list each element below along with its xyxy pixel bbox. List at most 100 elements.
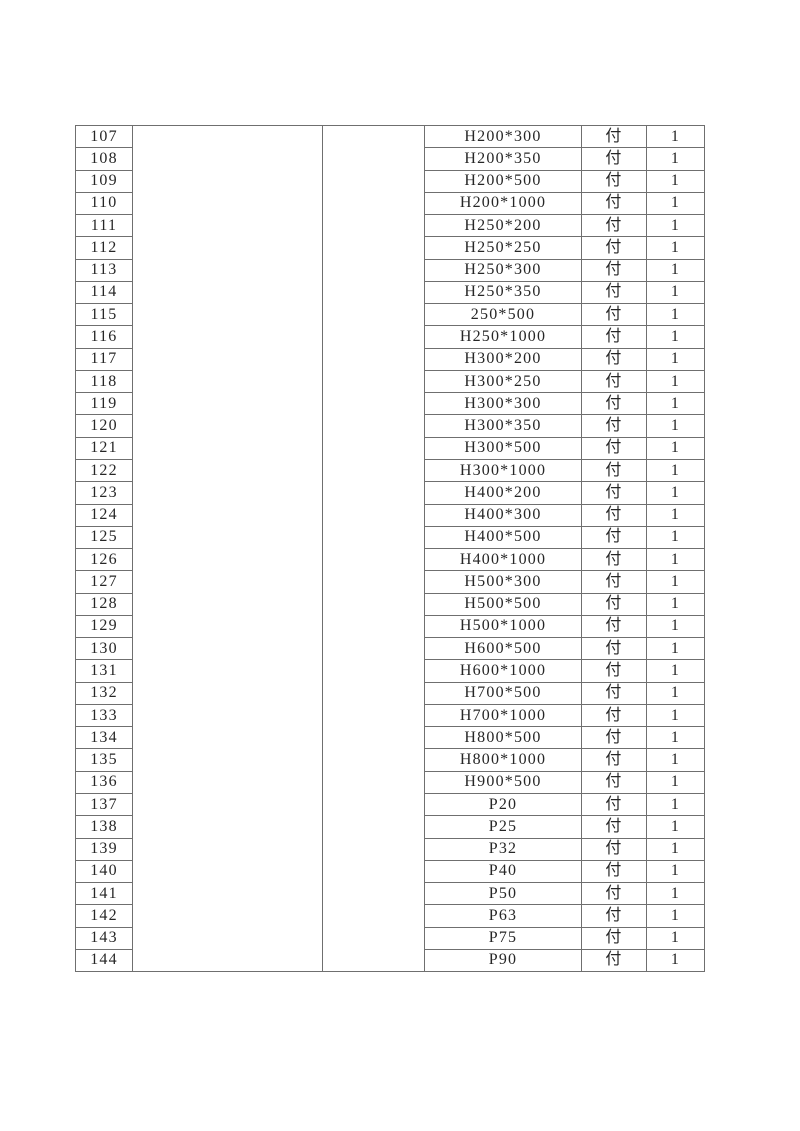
unit-cell: 付 (581, 614, 647, 639)
spec-cell: P25 (424, 815, 582, 839)
unit-cell: 付 (581, 347, 647, 371)
spec-cell: P32 (424, 837, 582, 861)
row-number-cell: 135 (75, 748, 133, 772)
qty-cell: 1 (646, 926, 705, 950)
unit-cell: 付 (581, 147, 647, 171)
row-number-cell: 143 (75, 926, 133, 950)
spec-cell: H250*200 (424, 214, 582, 238)
spec-cell: H250*300 (424, 258, 582, 282)
table-row: 126 H400*1000 付 1 (75, 548, 705, 572)
unit-cell: 付 (581, 414, 647, 438)
row-number-cell: 125 (75, 525, 133, 550)
parts-table-body: 107 H200*300 付 1 108 H200*350 付 1 109 H200*500 付 1 1… (75, 124, 705, 973)
table-row: 141 P50 付 1 (75, 882, 705, 906)
qty-cell: 1 (646, 414, 705, 438)
table-row: 139 P32 付 1 (75, 837, 705, 861)
row-number-cell: 113 (75, 258, 133, 282)
unit-cell: 付 (581, 525, 647, 550)
unit-cell: 付 (581, 882, 647, 906)
unit-cell: 付 (581, 859, 647, 884)
unit-cell: 付 (581, 280, 647, 305)
spec-cell: H250*350 (424, 280, 582, 305)
qty-cell: 1 (646, 392, 705, 416)
row-number-cell: 111 (75, 214, 133, 238)
spec-cell: P40 (424, 859, 582, 884)
qty-cell: 1 (646, 681, 705, 705)
unit-cell: 付 (581, 191, 647, 216)
row-number-cell: 133 (75, 703, 133, 728)
qty-cell: 1 (646, 882, 705, 906)
row-number-cell: 108 (75, 147, 133, 171)
row-number-cell: 134 (75, 726, 133, 750)
unit-cell: 付 (581, 815, 647, 839)
spec-cell: 250*500 (424, 303, 582, 327)
spec-cell: P90 (424, 948, 582, 973)
row-number-cell: 144 (75, 948, 133, 973)
table-row: 144 P90 付 1 (75, 948, 705, 973)
qty-cell: 1 (646, 637, 705, 661)
spec-cell: H300*350 (424, 414, 582, 438)
unit-cell: 付 (581, 548, 647, 572)
table-row: 119 H300*300 付 1 (75, 392, 705, 416)
table-row: 130 H600*500 付 1 (75, 637, 705, 661)
table-row: 131 H600*1000 付 1 (75, 659, 705, 683)
row-number-cell: 122 (75, 458, 133, 483)
unit-cell: 付 (581, 926, 647, 950)
qty-cell: 1 (646, 614, 705, 639)
table-row: 122 H300*1000 付 1 (75, 458, 705, 483)
spec-cell: H300*500 (424, 436, 582, 460)
spec-cell: H600*1000 (424, 659, 582, 683)
merged-model-cell (322, 124, 425, 973)
unit-cell: 付 (581, 726, 647, 750)
unit-cell: 付 (581, 792, 647, 817)
qty-cell: 1 (646, 948, 705, 973)
qty-cell: 1 (646, 124, 705, 149)
unit-cell: 付 (581, 236, 647, 260)
row-number-cell: 112 (75, 236, 133, 260)
table-row: 111 H250*200 付 1 (75, 214, 705, 238)
unit-cell: 付 (581, 258, 647, 282)
spec-cell: H200*500 (424, 169, 582, 193)
row-number-cell: 138 (75, 815, 133, 839)
spec-cell: H300*200 (424, 347, 582, 371)
qty-cell: 1 (646, 325, 705, 349)
qty-cell: 1 (646, 236, 705, 260)
row-number-cell: 141 (75, 882, 133, 906)
spec-cell: H500*300 (424, 570, 582, 594)
spec-cell: H800*1000 (424, 748, 582, 772)
row-number-cell: 136 (75, 770, 133, 794)
row-number-cell: 126 (75, 548, 133, 572)
spec-cell: H300*1000 (424, 458, 582, 483)
row-number-cell: 124 (75, 503, 133, 527)
qty-cell: 1 (646, 548, 705, 572)
table-row: 136 H900*500 付 1 (75, 770, 705, 794)
row-number-cell: 140 (75, 859, 133, 884)
unit-cell: 付 (581, 748, 647, 772)
table-row: 129 H500*1000 付 1 (75, 614, 705, 639)
spec-cell: H700*500 (424, 681, 582, 705)
qty-cell: 1 (646, 859, 705, 884)
row-number-cell: 114 (75, 280, 133, 305)
row-number-cell: 130 (75, 637, 133, 661)
table-row: 133 H700*1000 付 1 (75, 703, 705, 728)
unit-cell: 付 (581, 770, 647, 794)
unit-cell: 付 (581, 681, 647, 705)
qty-cell: 1 (646, 369, 705, 394)
qty-cell: 1 (646, 592, 705, 616)
qty-cell: 1 (646, 748, 705, 772)
unit-cell: 付 (581, 458, 647, 483)
table-row: 142 P63 付 1 (75, 904, 705, 928)
merged-description-cell (132, 124, 323, 973)
table-row: 137 P20 付 1 (75, 792, 705, 817)
unit-cell: 付 (581, 392, 647, 416)
qty-cell: 1 (646, 792, 705, 817)
table-row: 107 H200*300 付 1 (75, 124, 705, 973)
parts-table: 107 H200*300 付 1 108 H200*350 付 1 109 H200*500 付 1 1… (75, 124, 705, 973)
spec-cell: H200*300 (424, 124, 582, 149)
unit-cell: 付 (581, 659, 647, 683)
row-number-cell: 117 (75, 347, 133, 371)
spec-cell: H400*200 (424, 481, 582, 505)
spec-cell: H500*1000 (424, 614, 582, 639)
row-number-cell: 139 (75, 837, 133, 861)
table-row: 128 H500*500 付 1 (75, 592, 705, 616)
